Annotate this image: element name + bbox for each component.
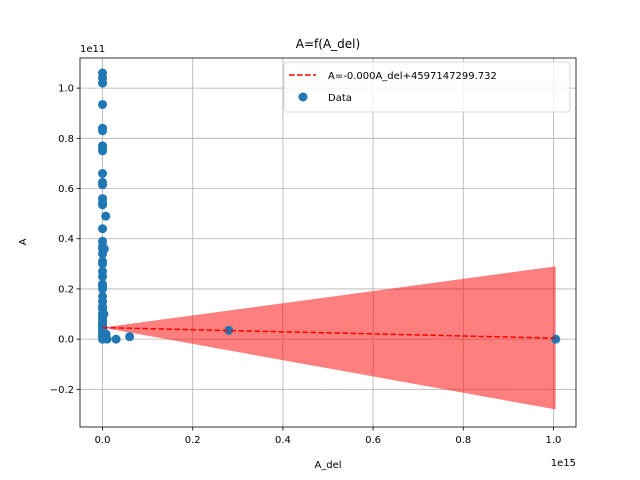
fit-line	[102, 326, 556, 339]
y-tick-label: 0.0	[58, 335, 74, 346]
data-point	[98, 126, 108, 136]
data-point	[98, 200, 108, 210]
chart-title: A=f(A_del)	[296, 37, 360, 51]
fit-line-layer	[102, 326, 556, 339]
data-point	[99, 244, 109, 254]
x-tick-label: 0.2	[185, 435, 201, 446]
data-point	[98, 180, 108, 190]
data-point	[98, 146, 108, 156]
y-tick-label: 1.0	[58, 84, 74, 95]
legend-data-label: Data	[328, 93, 352, 104]
y-axis-ticks: −0.2 0.0 0.2 0.4 0.6 0.8 1.0	[50, 84, 80, 396]
data-point	[98, 284, 108, 294]
y-axis-offset-label: 1e11	[80, 44, 105, 55]
data-point	[98, 78, 108, 88]
y-tick-label: 0.4	[58, 234, 74, 245]
x-tick-label: 0.4	[275, 435, 291, 446]
y-tick-label: 0.8	[58, 134, 74, 145]
data-point	[98, 168, 108, 178]
plot-frame	[79, 57, 577, 428]
x-tick-label: 1.0	[546, 435, 562, 446]
confidence-band	[102, 266, 556, 410]
legend: A=-0.000A_del+4597147299.732 Data	[283, 61, 571, 113]
data-point	[551, 334, 561, 344]
y-tick-label: −0.2	[50, 385, 74, 396]
data-point	[99, 309, 109, 319]
y-tick-label: 0.6	[58, 184, 74, 195]
y-tick-label: 0.2	[58, 284, 74, 295]
x-tick-label: 0.6	[365, 435, 381, 446]
data-point	[98, 271, 108, 281]
data-point	[98, 259, 108, 269]
data-point	[125, 332, 135, 342]
data-point	[98, 99, 108, 109]
data-point	[98, 224, 108, 234]
data-point	[101, 211, 111, 221]
data-points-layer	[98, 68, 561, 344]
x-axis-offset-label: 1e15	[551, 458, 576, 469]
data-point	[102, 334, 112, 344]
confidence-band-layer	[102, 266, 556, 410]
x-axis-ticks: 0.0 0.2 0.4 0.6 0.8 1.0	[95, 427, 562, 446]
data-point	[111, 334, 121, 344]
legend-fit-label: A=-0.000A_del+4597147299.732	[328, 71, 497, 82]
x-tick-label: 0.8	[455, 435, 471, 446]
legend-box	[283, 61, 571, 113]
x-tick-label: 0.0	[95, 435, 111, 446]
data-point	[224, 325, 234, 335]
x-axis-label: A_del	[314, 460, 341, 471]
y-axis-label: A	[18, 238, 29, 245]
legend-data-swatch	[298, 92, 308, 102]
